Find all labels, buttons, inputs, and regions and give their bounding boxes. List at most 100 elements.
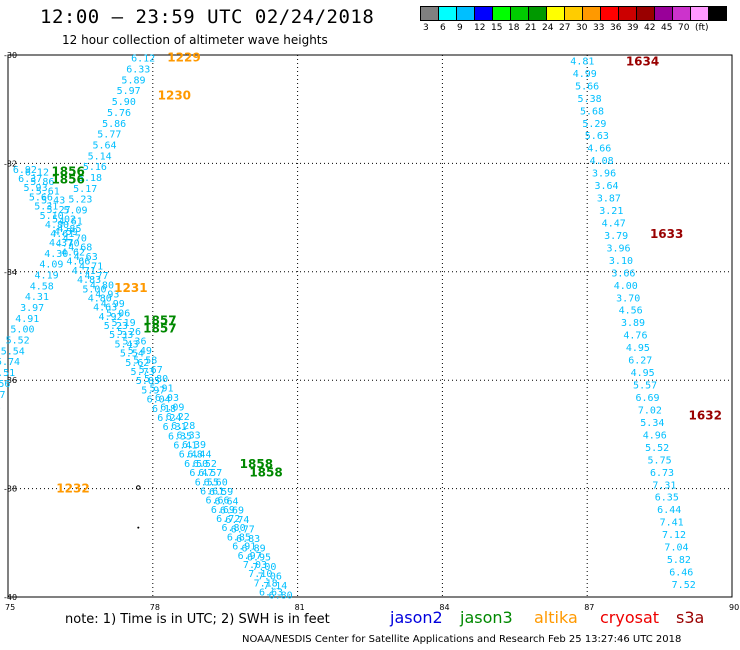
wave-height-value: 3.64 [594,181,618,192]
latitude-label: -30 [4,51,17,60]
color-scale-label: 27 [559,23,571,33]
wave-height-value: 7.31 [652,480,676,491]
wave-height-value: 3.96 [607,243,631,254]
wave-height-value: 6.37 [18,174,42,185]
wave-height-value: 6.44 [657,505,681,516]
wave-height-value: 5.16 [83,162,107,173]
wave-height-value: 4.91 [15,314,39,325]
wave-height-value: 6.89 [242,543,266,554]
wave-height-value: 4.66 [66,257,90,268]
wave-height-value: 5.57 [633,381,657,392]
longitude-label: 78 [150,603,160,612]
wave-height-value: 6.51 [0,368,15,379]
wave-height-value: 4.80 [45,220,69,231]
wave-height-value: 6.24 [157,413,181,424]
wave-height-value: 5.75 [648,455,672,466]
wave-height-value: 5.31 [34,202,58,213]
wave-height-value: 7.04 [664,543,688,554]
pass-time-label: 1632 [689,408,722,422]
wave-height-value: 3.10 [609,256,633,267]
color-scale-label: 12 [474,23,486,33]
wave-height-value: 7.18 [254,578,278,589]
pass-time-label: 1858 [240,457,273,471]
credit-line: NOAA/NESDIS Center for Satellite Applica… [242,634,682,645]
wave-height-value: 6.97 [238,551,262,562]
color-swatch [708,6,727,21]
wave-height-value: 6.95 [247,553,271,564]
wave-height-value: 6.31 [0,401,1,412]
wave-height-value: 6.85 [227,532,251,543]
wave-height-value: 4.63 [93,303,117,314]
wave-height-value: 6.35 [655,493,679,504]
wave-height-value: 3.97 [20,303,44,314]
wave-height-value: 5.91 [149,384,173,395]
pass-time-label: 1230 [158,89,191,103]
wave-height-value: 5.80 [144,374,168,385]
wave-height-value: 7.02 [638,405,662,416]
wave-height-value: 6.41 [173,441,197,452]
wave-height-value: 6.12 [25,168,49,179]
wave-height-value: 5.52 [6,336,30,347]
wave-height-value: 4.31 [25,292,49,303]
wave-height-value: 6.46 [669,568,693,579]
wave-height-value: 4.80 [88,293,112,304]
wave-height-value: 5.10 [40,211,64,222]
wave-height-value: 6.73 [650,468,674,479]
wave-height-value: 3.87 [597,194,621,205]
wave-height-value: 3.89 [621,318,645,329]
legend-item-jason2: jason2 [390,608,443,627]
wave-height-value: 5.38 [578,94,602,105]
pass-time-label: 1229 [167,51,200,65]
wave-height-value: 3.70 [616,293,640,304]
color-scale-label: 33 [593,23,605,33]
wave-height-value: 4.93 [95,290,119,301]
color-scale-label: 9 [457,23,463,33]
wave-height-value: 6.69 [220,506,244,517]
wave-height-value: 5.14 [88,151,112,162]
longitude-label: 87 [584,603,594,612]
wave-height-value: 5.43 [115,339,139,350]
wave-height-value: 6.69 [635,393,659,404]
wave-height-value: 5.90 [112,97,136,108]
wave-height-value: 5.86 [30,177,54,188]
color-scale-label: 39 [627,23,639,33]
longitude-label: 75 [5,603,15,612]
pass-time-label: 1231 [114,281,147,295]
wave-height-value: 6.74 [225,515,249,526]
wave-height-value: 5.09 [64,205,88,216]
wave-height-value: 4.68 [68,243,92,254]
pass-time-label: 1232 [56,482,89,496]
wave-height-value: 6.92 [13,165,37,176]
wave-height-value: 4.71 [72,266,96,277]
wave-height-value: 6.63 [259,588,283,599]
wave-height-value: 6.44 [187,449,211,460]
latitude-label: -40 [4,593,17,602]
wave-height-value: 6.91 [232,542,256,553]
pass-time-label: 1857 [143,314,176,328]
legend-item-s3a: s3a [676,608,705,627]
color-scale-label: 15 [491,23,503,33]
latitude-label: -36 [4,376,17,385]
wave-height-value: 5.58 [133,355,157,366]
wave-height-value: 4.00 [614,281,638,292]
color-scale-label: 42 [644,23,656,33]
wave-height-value: 7.14 [263,581,287,592]
wave-height-value: 6.27 [628,356,652,367]
wave-height-value: 6.80 [269,590,293,601]
wave-height-value: 4.76 [623,331,647,342]
wave-height-value: 4.70 [56,238,80,249]
color-scale-label: 3 [423,23,429,33]
wave-height-value: 5.82 [667,555,691,566]
wave-height-value: 6.56 [0,379,10,390]
wave-height-value: 4.56 [619,306,643,317]
wave-height-value: 6.17 [0,390,6,401]
wave-height-value: 4.85 [57,224,81,235]
wave-height-value: 6.33 [126,65,150,76]
wave-height-value: 6.33 [177,431,201,442]
wave-height-value: 4.58 [30,281,54,292]
wave-height-value: 5.61 [36,186,60,197]
wave-height-value: 6.64 [214,496,238,507]
wave-height-value: 5.17 [73,184,97,195]
wave-height-value: 6.31 [163,422,187,433]
wave-height-value: 5.19 [112,318,136,329]
